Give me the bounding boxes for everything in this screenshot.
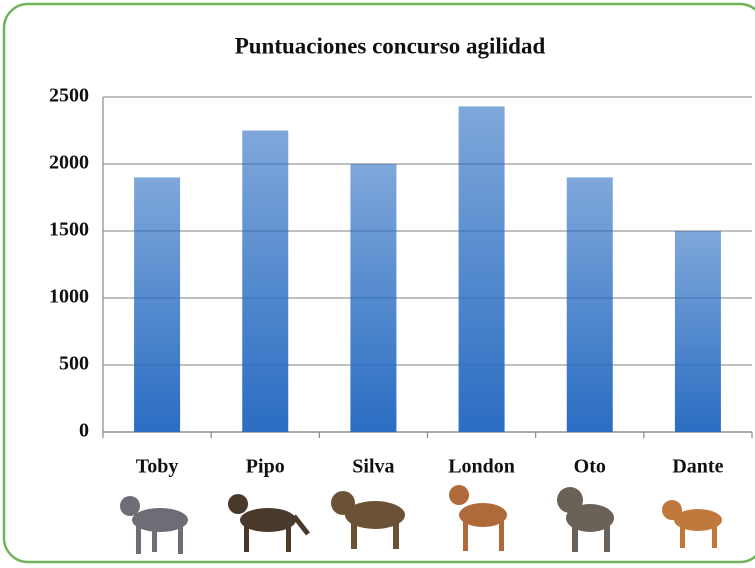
dog-pictures xyxy=(120,485,722,554)
y-tick-label: 2500 xyxy=(49,85,89,107)
y-tick-label: 0 xyxy=(79,420,89,442)
x-tick-label: Dante xyxy=(672,456,723,478)
y-tick-label: 1500 xyxy=(49,219,89,241)
x-tick-label: London xyxy=(448,456,515,478)
bar xyxy=(242,130,289,432)
y-tick-label: 2000 xyxy=(49,152,89,174)
bar xyxy=(134,177,181,432)
x-tick-label: Pipo xyxy=(246,456,285,478)
chart-title: Puntuaciones concurso agilidad xyxy=(235,33,546,58)
x-tick-label: Oto xyxy=(574,456,606,478)
bar xyxy=(350,164,397,432)
bar xyxy=(458,106,505,432)
x-tick-label: Toby xyxy=(136,456,179,478)
y-tick-label: 500 xyxy=(59,353,89,375)
y-tick-label: 1000 xyxy=(49,286,89,308)
x-tick-label: Silva xyxy=(352,456,394,478)
bar xyxy=(566,177,613,432)
bar xyxy=(674,231,721,432)
